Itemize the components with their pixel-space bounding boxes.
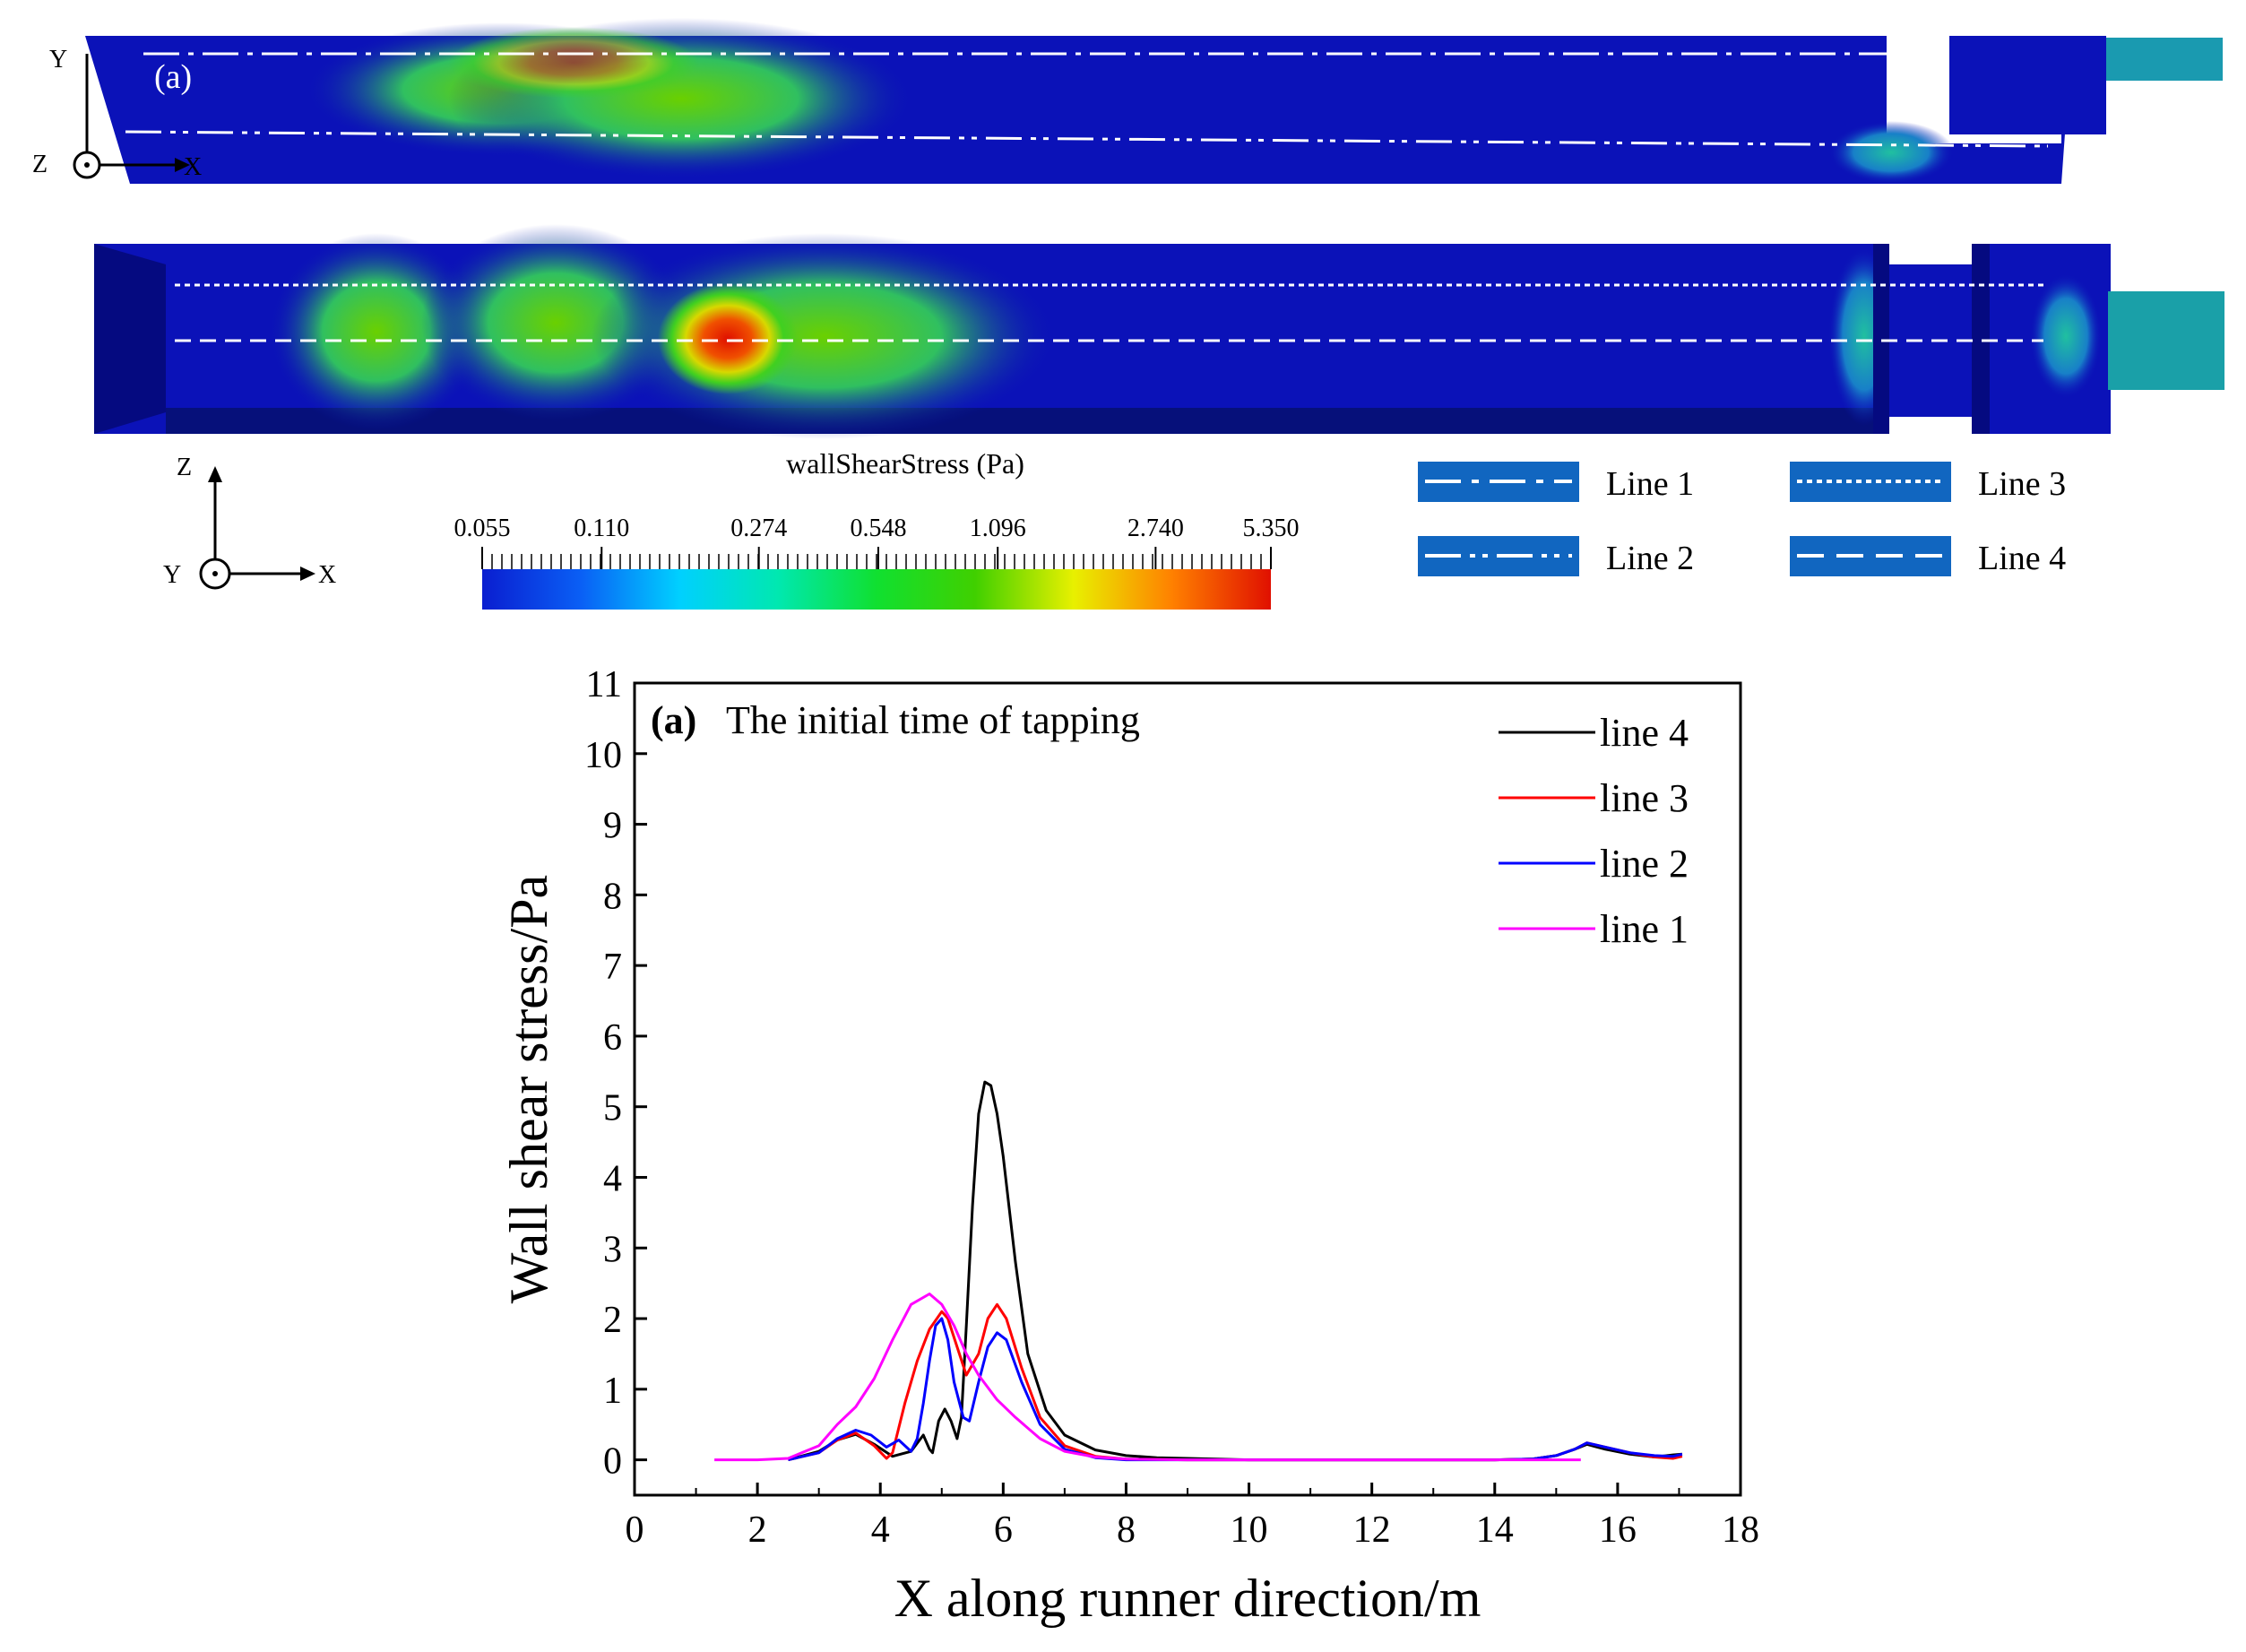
top-teal-zone [1828,121,1954,184]
colorbar-tick-label: 0.274 [730,515,787,542]
x-tick-label: 12 [1353,1509,1391,1551]
side-axis-vertical-label: Z [177,454,192,481]
legend-item: line 2 [1499,842,1689,886]
y-tick-label: 3 [603,1229,622,1270]
side-axis-out-label: Y [163,561,181,589]
plot-frame [633,681,1742,1497]
y-axis-label: Wall shear stress/Pa [499,875,558,1303]
side-box-teal [2030,273,2102,399]
y-tick-label: 11 [586,664,622,705]
y-tick-label: 4 [603,1158,622,1199]
contour-legend-label: Line 2 [1606,540,1694,577]
contour-legend-item: Line 2 [1418,536,1694,577]
x-tick-label: 4 [871,1509,890,1551]
y-axis-ticks: 0 1 2 3 4 5 6 7 8 9 10 11 [584,664,647,1483]
top-line-2 [125,130,2049,148]
x-tick-label: 10 [1231,1509,1268,1551]
colorbar-title: wallShearStress (Pa) [786,447,1024,480]
contour-legend-label: Line 1 [1606,465,1694,503]
colorbar-tick-label: 1.096 [970,515,1026,542]
colorbar: wallShearStress (Pa) 0.055 0.110 0.274 0.54… [454,447,1300,610]
contour-legend-item: Line 4 [1790,536,2066,577]
colorbar-tick-label: 0.110 [574,515,629,542]
series-line-line-2 [788,1317,1683,1462]
colorbar-tick-label: 0.548 [850,515,906,542]
x-tick-label: 14 [1476,1509,1514,1551]
contour-legend-label: Line 3 [1978,465,2066,503]
colorbar-tick-label: 2.740 [1127,515,1184,542]
runner-side-dam [1873,244,1889,434]
top-contour-view: (a) Y X Z [32,18,2223,184]
runner-top-tail [1949,36,2106,134]
side-contour-view: Z X Y [94,224,2224,590]
y-tick-label: 5 [603,1088,622,1129]
side-green-zone-1 [269,233,484,430]
y-tick-label: 0 [603,1441,622,1483]
x-axis-label: X along runner direction/m [894,1569,1481,1628]
runner-top-outlet [2106,38,2223,81]
colorbar-gradient [482,569,1271,610]
top-panel-label: (a) [154,58,192,96]
chart-legend: line 4 line 3 line 2 line 1 [1499,711,1689,951]
runner-side-floor [166,408,1887,434]
series-line-line-1 [714,1293,1581,1462]
legend-label: line 2 [1600,842,1689,886]
runner-side-outlet [2108,291,2224,390]
top-axis-vertical-label: Y [49,46,67,74]
legend-item: line 4 [1499,711,1689,755]
side-hotspot [658,283,798,394]
side-axes-indicator: Z X Y [163,454,336,590]
runner-side-left-wall [94,244,166,434]
runner-side-box-wall [1972,244,1990,434]
top-green-zone-3 [448,27,699,99]
y-tick-label: 10 [584,735,622,776]
y-tick-label: 2 [603,1300,622,1341]
contour-line-legend: Line 1 Line 2 Line 3 Line 4 [1418,462,2066,577]
x-tick-label: 2 [748,1509,767,1551]
y-tick-label: 6 [603,1017,622,1059]
top-axis-out-label: Z [32,151,48,178]
legend-label: line 3 [1600,776,1689,820]
legend-label: line 4 [1600,711,1689,755]
series-layer [714,1080,1683,1462]
x-tick-label: 0 [626,1509,644,1551]
y-tick-label: 1 [603,1371,622,1412]
top-axis-horizontal-label: X [184,153,202,181]
chart-title-bold: (a) [651,698,696,742]
colorbar-minor-ticks [481,554,1272,569]
x-tick-label: 6 [994,1509,1013,1551]
y-tick-label: 8 [603,876,622,917]
side-axis-horizontal-label: X [318,561,336,589]
contour-legend-item: Line 3 [1790,462,2066,503]
x-tick-label: 8 [1117,1509,1136,1551]
colorbar-tick-labels: 0.055 0.110 0.274 0.548 1.096 2.740 5.350 [454,515,1300,569]
legend-label: line 1 [1600,907,1689,951]
y-tick-label: 9 [603,806,622,847]
contour-legend-item: Line 1 [1418,462,1694,503]
top-axes-indicator: Y X Z [32,46,202,181]
colorbar-tick-label: 5.350 [1243,515,1300,542]
y-tick-label: 7 [603,947,622,988]
legend-item: line 3 [1499,776,1689,820]
legend-item: line 1 [1499,907,1689,951]
x-axis-ticks: 0 2 4 6 8 10 12 14 16 18 [626,1483,1759,1551]
contour-legend-label: Line 4 [1978,540,2066,577]
x-tick-label: 16 [1599,1509,1637,1551]
x-tick-label: 18 [1722,1509,1759,1551]
chart-title: The initial time of tapping [726,698,1140,742]
colorbar-tick-label: 0.055 [454,515,511,542]
